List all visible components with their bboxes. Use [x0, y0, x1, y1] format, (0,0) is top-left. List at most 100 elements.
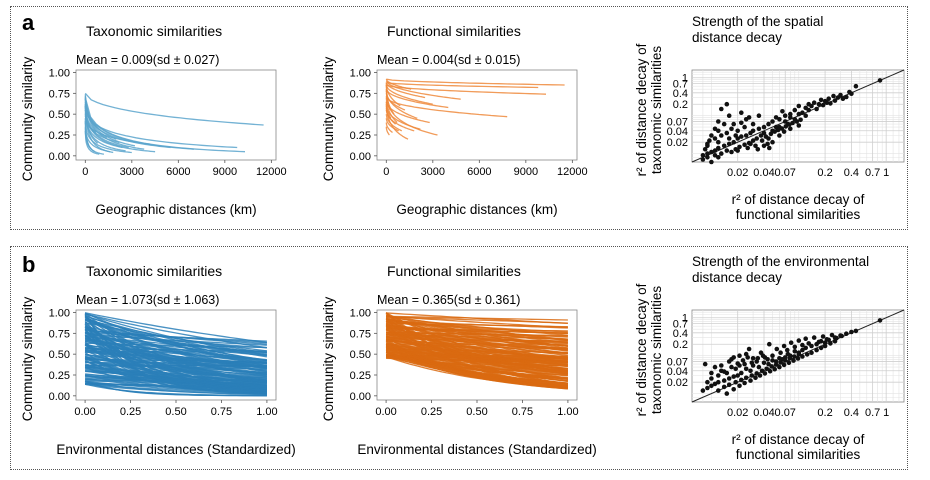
- chart-title: Strength of the environmental: [692, 254, 869, 269]
- x-tick-label: 0: [82, 166, 88, 178]
- x-tick-label: 0.02: [727, 167, 748, 179]
- data-point-46: [735, 128, 740, 134]
- data-point-104: [759, 138, 765, 143]
- data-point-73: [726, 382, 732, 388]
- data-point-2: [853, 328, 859, 334]
- series-line-14: [385, 78, 412, 90]
- data-point-126: [716, 155, 721, 160]
- data-point-65: [814, 106, 819, 112]
- data-point-24: [748, 130, 753, 136]
- series-line-127: [84, 326, 267, 393]
- data-point-55: [778, 350, 783, 356]
- grid: [692, 70, 904, 162]
- data-point-15: [782, 113, 788, 118]
- data-point-36: [709, 383, 714, 389]
- chart-title: Functional similarities: [387, 263, 521, 279]
- data-point-12: [803, 345, 808, 351]
- data-point-103: [753, 143, 758, 149]
- data-point-74: [849, 91, 854, 96]
- data-point-88: [724, 391, 730, 396]
- y-tick-label: 1.00: [49, 68, 70, 80]
- data-point-23: [766, 361, 771, 367]
- x-tick-label: 3000: [421, 166, 445, 178]
- data-point-113: [735, 148, 740, 153]
- series-line-139: [85, 354, 267, 364]
- data-point-118: [712, 136, 718, 141]
- data-point-67: [824, 337, 830, 342]
- data-point-98: [777, 364, 782, 370]
- data-point-98: [721, 121, 727, 127]
- data-point-100: [786, 360, 792, 366]
- data-point-84: [750, 138, 756, 143]
- data-point-124: [709, 159, 714, 165]
- data-point-116: [740, 358, 746, 363]
- panel-b-chart-2: Functional similarities Mean = 0.365(sd ±…: [321, 263, 597, 457]
- data-point-99: [781, 362, 787, 368]
- data-point-119: [719, 133, 724, 138]
- data-point-111: [709, 376, 714, 381]
- y-tick-label: 0.4: [673, 328, 688, 340]
- data-point-105: [809, 350, 814, 356]
- plot-frame: [75, 69, 277, 161]
- y-tick-label: 0.04: [667, 366, 688, 378]
- data-point-85: [754, 136, 759, 141]
- data-point-83: [778, 360, 783, 365]
- data-point-36: [702, 147, 708, 152]
- data-point-81: [737, 144, 742, 150]
- data-point-26: [739, 134, 744, 139]
- series-line-16: [385, 93, 406, 111]
- data-point-97: [772, 366, 777, 372]
- chart-subtitle: Mean = 0.365(sd ± 0.361): [377, 293, 520, 307]
- data-point-78: [724, 148, 730, 153]
- data-point-4: [844, 331, 849, 337]
- data-point-32: [712, 148, 718, 153]
- data-point-13: [800, 347, 805, 353]
- x-tick-label: 0.00: [375, 406, 396, 418]
- data-point-62: [803, 336, 808, 342]
- chart-title: Taxonomic similarities: [86, 263, 222, 279]
- data-point-28: [731, 139, 736, 145]
- x-axis-label: Geographic distances (km): [95, 202, 256, 217]
- x-tick-label: 12000: [256, 166, 287, 178]
- data-point-95: [762, 371, 768, 376]
- y-tick-label: 0.07: [667, 117, 688, 129]
- series-line-25: [385, 82, 391, 111]
- series-line-1: [84, 92, 264, 126]
- data-point-119: [709, 370, 714, 376]
- data-point-96: [798, 117, 803, 123]
- data-point-3: [849, 329, 854, 335]
- y-tick-label: 0.4: [673, 88, 688, 100]
- data-point-33: [709, 149, 714, 155]
- x-tick-label: 0.50: [466, 406, 487, 418]
- data-point-106: [770, 139, 775, 145]
- data-point-35: [712, 381, 718, 387]
- data-point-109: [828, 341, 833, 346]
- data-point-52: [767, 341, 772, 347]
- data-point-27: [748, 368, 753, 374]
- series-line-134: [84, 320, 267, 392]
- data-point-77: [719, 151, 724, 156]
- data-point-68: [829, 332, 835, 338]
- data-point-77: [749, 373, 755, 378]
- x-axis-label: functional similarities: [736, 207, 861, 222]
- data-point-29: [739, 370, 744, 376]
- data-point-105: [765, 141, 770, 147]
- series-line-138: [386, 346, 568, 363]
- y-tick-label: 0.25: [49, 130, 70, 142]
- series-line-27: [84, 105, 91, 128]
- data-point-110: [796, 123, 802, 128]
- data-point-123: [737, 363, 742, 368]
- data-point-120: [729, 126, 734, 132]
- data-point-62: [803, 113, 808, 118]
- data-point-41: [716, 119, 721, 124]
- data-point-74: [733, 379, 738, 385]
- data-point-80: [764, 366, 769, 372]
- y-axis-label: taxonomic similarities: [649, 46, 664, 175]
- data-point-42: [719, 106, 724, 112]
- series-line-5: [385, 80, 461, 100]
- data-point-29: [726, 141, 732, 147]
- data-point-114: [729, 364, 734, 370]
- data-point-32: [726, 376, 732, 381]
- chart-title: distance decay: [692, 270, 782, 285]
- data-point-39: [702, 361, 708, 367]
